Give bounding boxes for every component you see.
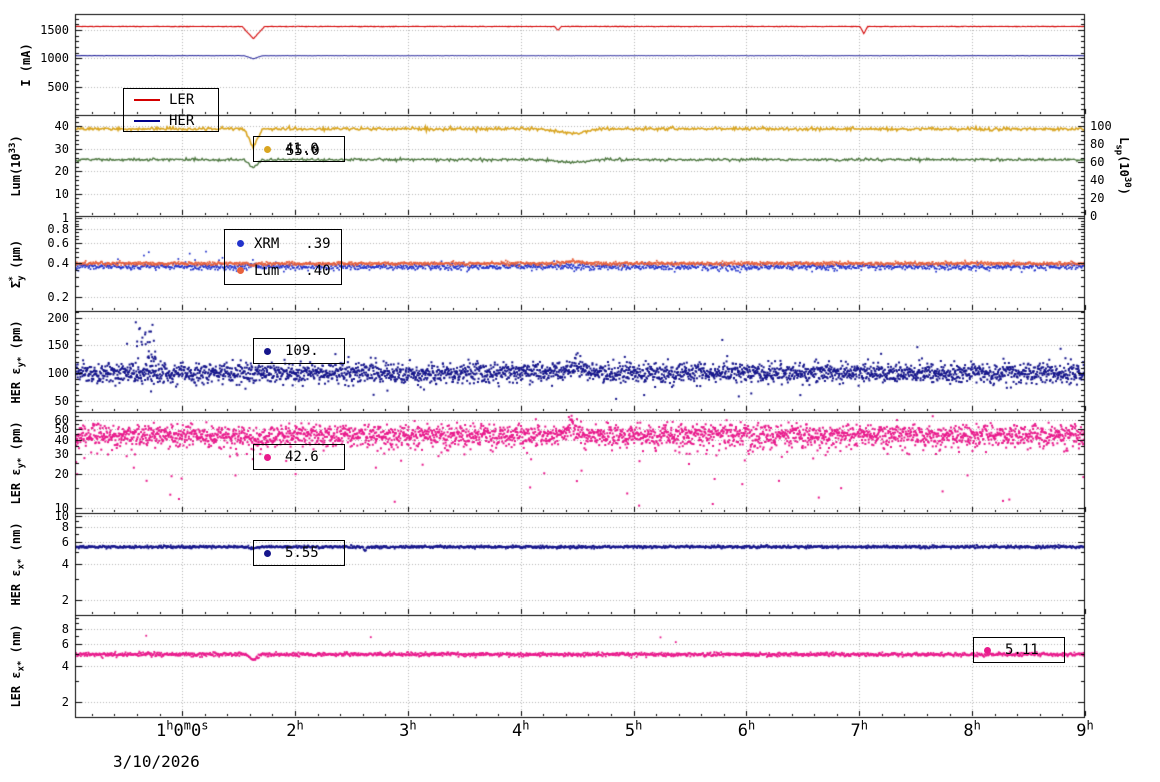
her-ex-value-box: 5.55 — [253, 540, 345, 566]
beam-legend-row-ler: LER — [124, 89, 218, 110]
ler-ey-dot-icon — [264, 453, 271, 461]
luminosity-value: 41.0 55.0 — [285, 141, 320, 159]
beam-legend-row-her: HER — [124, 110, 218, 131]
her-ex-dot-icon — [264, 549, 271, 557]
luminosity-value-b: 55.0 — [286, 142, 320, 159]
xrm-label: XRM — [254, 235, 280, 252]
ler-ex-dot-icon — [984, 646, 991, 654]
lum-sigma-label: Lum — [254, 262, 280, 279]
xrm-dot-icon — [237, 240, 244, 247]
ler-ey-value: 42.6 — [285, 449, 319, 465]
her-label: HER — [169, 112, 195, 129]
lum-sigma-dot-icon — [237, 267, 244, 274]
lum-dot-icon — [264, 145, 271, 153]
her-ex-value: 5.55 — [285, 545, 319, 561]
xrm-value: .39 — [305, 235, 331, 252]
sigma-row-lum: Lum .40 — [225, 257, 341, 284]
sigma-legend: XRM .39 Lum .40 — [224, 229, 342, 285]
date-label: 3/10/2026 — [113, 752, 200, 771]
her-ey-value: 109. — [285, 343, 319, 359]
beam-legend: LER HER — [123, 88, 219, 132]
ler-line-sample-icon — [134, 98, 160, 101]
ler-ex-value-box: 5.11 — [973, 637, 1065, 663]
her-ey-value-box: 109. — [253, 338, 345, 364]
ler-label: LER — [169, 91, 195, 108]
lum-sigma-value: .40 — [305, 262, 331, 279]
her-ey-dot-icon — [264, 347, 271, 355]
ler-ex-value: 5.11 — [1005, 642, 1039, 658]
sigma-row-xrm: XRM .39 — [225, 230, 341, 257]
luminosity-value-box: 41.0 55.0 — [253, 136, 345, 162]
ler-ey-value-box: 42.6 — [253, 444, 345, 470]
her-line-sample-icon — [134, 119, 160, 122]
luminosity-value-a: 41.0 — [285, 141, 319, 157]
